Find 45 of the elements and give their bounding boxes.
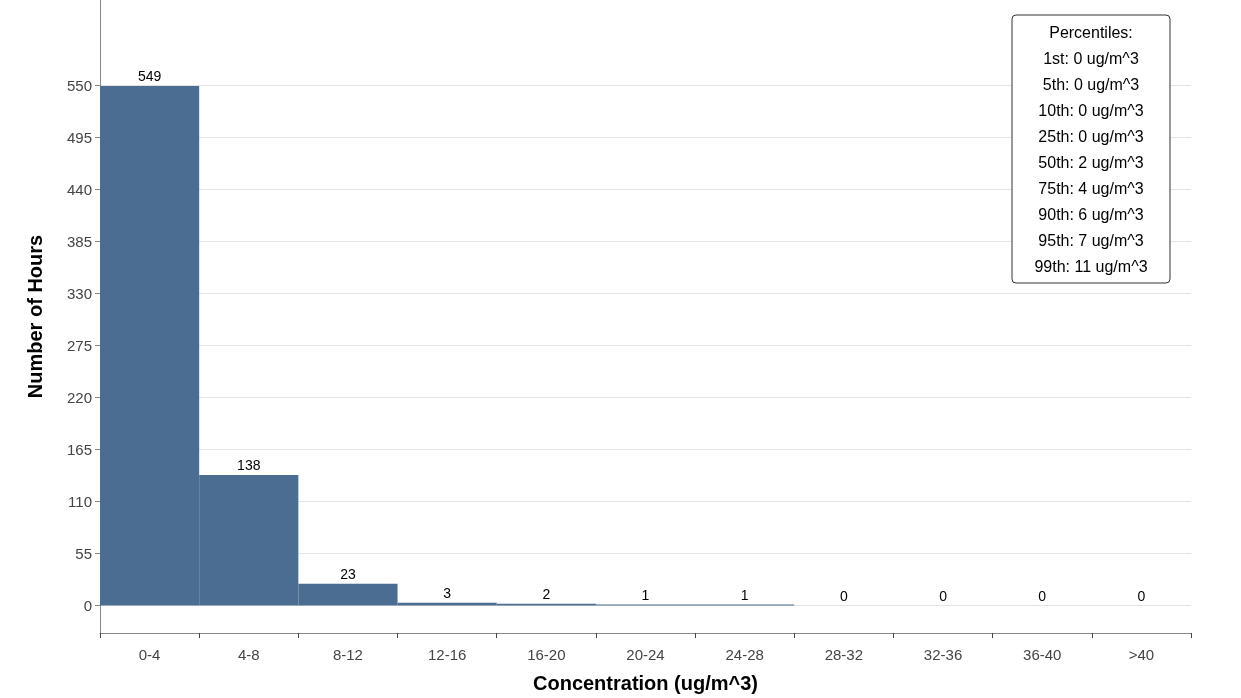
x-tick-label: 16-20	[527, 646, 566, 663]
y-tick-label: 110	[68, 492, 92, 510]
data-label: 1	[641, 586, 650, 603]
annotation: 75th: 4 ug/m^3	[1038, 179, 1144, 197]
y-tick-label: 330	[66, 284, 92, 302]
annotation: 95th: 7 ug/m^3	[1038, 231, 1144, 249]
y-tick-label: 0	[83, 597, 92, 615]
y-tick-label: 495	[66, 128, 92, 146]
x-axis-title: Concentration (ug/m^3)	[532, 672, 759, 694]
y-tick-label: 440	[66, 180, 92, 198]
annotation: 90th: 6 ug/m^3	[1038, 205, 1144, 223]
x-tick-label: 28-32	[824, 646, 864, 663]
data-label: 138	[237, 456, 261, 473]
data-label: 0	[1137, 587, 1146, 604]
data-label: 3	[443, 584, 452, 601]
data-label: 0	[939, 587, 948, 604]
x-tick-label: 4-8	[237, 646, 260, 663]
annotation: 1st: 0 ug/m^3	[1043, 49, 1139, 67]
data-label: 1	[740, 586, 749, 603]
x-tick-label: 8-12	[332, 646, 363, 663]
y-tick-label: 55	[75, 545, 92, 563]
annotation: 5th: 0 ug/m^3	[1042, 75, 1140, 93]
x-tick-label: 0-4	[138, 646, 161, 663]
data-label: 0	[1038, 587, 1047, 604]
annotation: 99th: 11 ug/m^3	[1034, 257, 1148, 275]
x-tick-label: 32-36	[923, 646, 963, 663]
x-tick-label: 20-24	[626, 646, 665, 663]
annotation: 50th: 2 ug/m^3	[1038, 153, 1144, 171]
data-label: 549	[137, 68, 162, 85]
data-label: 0	[839, 587, 848, 604]
x-tick-label: >40	[1128, 646, 1155, 663]
y-tick-label: 385	[66, 232, 92, 250]
annotation: 25th: 0 ug/m^3	[1038, 127, 1144, 145]
annotation: Percentiles:	[1049, 23, 1133, 41]
x-tick-label: 36-40	[1023, 646, 1062, 663]
x-tick-label: 12-16	[427, 646, 467, 663]
y-tick-label: 220	[66, 388, 92, 406]
annotation: 10th: 0 ug/m^3	[1038, 101, 1144, 119]
y-axis-title: Number of Hours	[24, 234, 46, 399]
y-tick-label: 550	[66, 76, 92, 94]
y-tick-label: 165	[66, 440, 92, 458]
y-tick-label: 275	[66, 336, 92, 354]
data-label: 2	[542, 585, 551, 602]
x-tick-label: 24-28	[725, 646, 764, 663]
data-label: 23	[340, 565, 356, 582]
